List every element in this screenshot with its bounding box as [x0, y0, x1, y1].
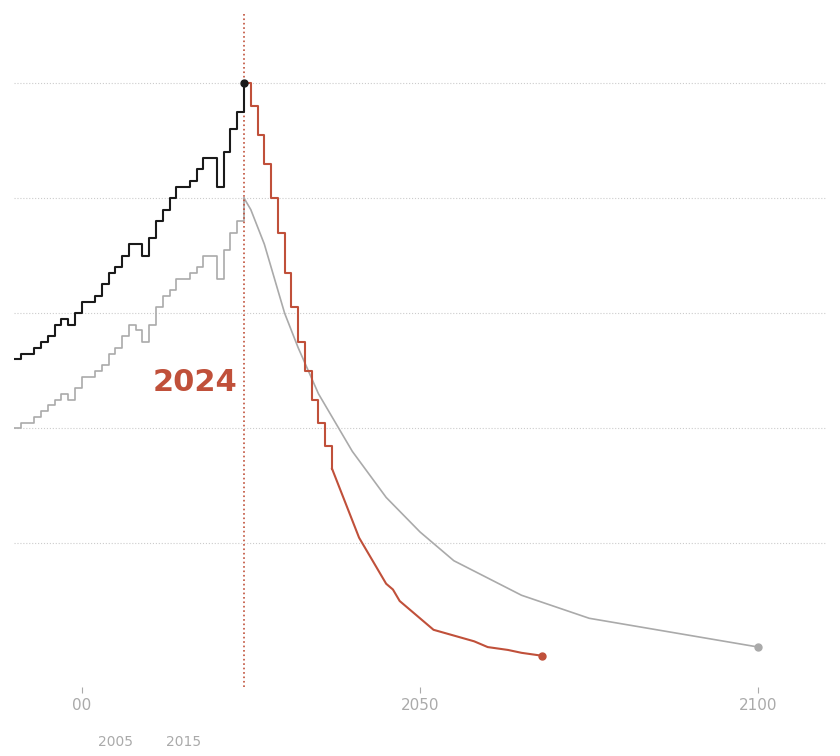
- Text: 2015: 2015: [165, 735, 201, 748]
- Text: 2024: 2024: [153, 367, 237, 397]
- Text: 2005: 2005: [98, 735, 133, 748]
